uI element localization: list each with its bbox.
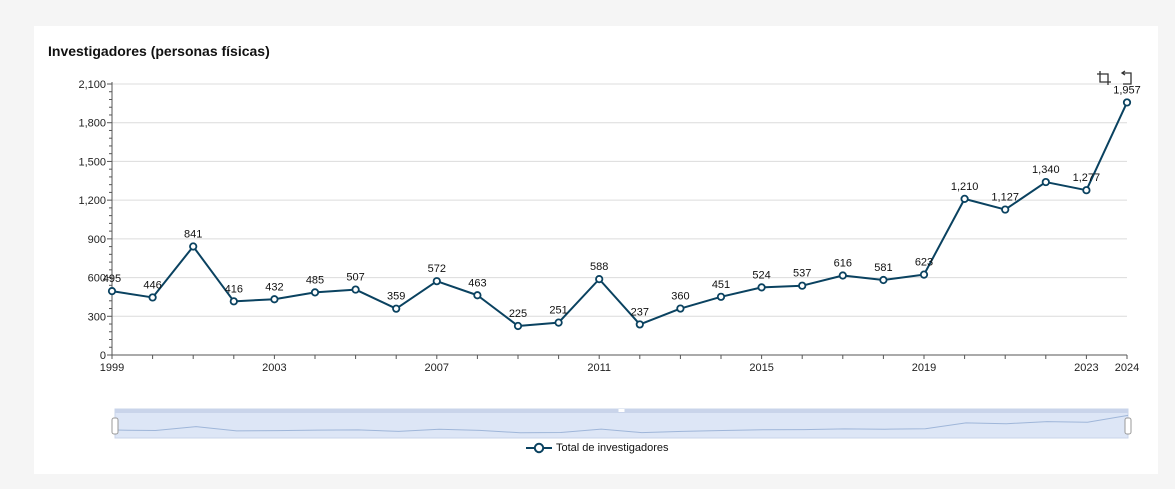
series-line [111, 102, 1128, 327]
data-label: 623 [915, 257, 933, 269]
data-label: 841 [184, 228, 202, 240]
y-tick-label: 1,500 [78, 156, 106, 168]
data-point [595, 275, 604, 284]
legend-item-total-de-investigadores[interactable]: Total de investigadores [526, 442, 669, 454]
x-tick-label: 2003 [262, 362, 286, 374]
data-point [676, 304, 685, 313]
zoom-preview-line [114, 414, 1129, 434]
x-tick-label: 2015 [749, 362, 773, 374]
data-point [757, 283, 766, 292]
data-label: 237 [631, 306, 649, 318]
crop-icon[interactable] [1096, 70, 1112, 86]
data-point [554, 318, 563, 327]
data-label: 616 [834, 258, 852, 270]
data-label: 446 [143, 279, 161, 291]
data-label: 463 [468, 277, 486, 289]
y-tick-label: 0 [100, 350, 106, 362]
y-tick-label: 2,100 [78, 79, 106, 91]
data-label: 485 [306, 274, 324, 286]
legend-label: Total de investigadores [556, 442, 669, 454]
data-label: 416 [225, 283, 243, 295]
data-point [879, 275, 888, 285]
data-label: 451 [712, 279, 730, 291]
data-label: 1,127 [991, 192, 1019, 204]
data-point [1041, 177, 1050, 187]
data-point [189, 242, 198, 251]
x-tick-label: 2019 [912, 362, 936, 374]
data-label: 1,277 [1073, 172, 1101, 184]
data-point [229, 297, 238, 306]
data-label: 572 [428, 263, 446, 275]
data-point [798, 281, 807, 290]
data-label: 432 [265, 281, 283, 293]
data-label: 581 [874, 262, 892, 274]
data-point [351, 285, 360, 294]
x-tick-label: 2007 [425, 362, 449, 374]
data-label: 588 [590, 261, 608, 273]
chart-card: Investigadores (personas físicas) 0 300 60… [34, 26, 1158, 474]
data-label: 360 [671, 291, 689, 303]
zoom-handle-right[interactable] [1124, 417, 1132, 435]
data-label: 537 [793, 268, 811, 280]
data-label: 1,957 [1113, 84, 1141, 96]
data-point [838, 271, 847, 280]
zoom-handle-left[interactable] [111, 417, 119, 435]
data-point [635, 320, 644, 329]
zoom-slider[interactable] [111, 408, 1132, 439]
legend-line-marker-icon [526, 442, 552, 454]
y-tick-label: 900 [88, 234, 106, 246]
restore-icon[interactable] [1118, 70, 1134, 86]
x-tick-label: 2023 [1074, 362, 1098, 374]
zoom-move-handle [618, 409, 625, 412]
data-label: 1,210 [951, 181, 979, 193]
chart-plot: 0 300 600 900 1,200 1,500 1,800 2,100 1999 2003 20… [78, 79, 1141, 439]
axes: 0 300 600 900 1,200 1,500 1,800 2,100 1999 2003 20… [78, 79, 1139, 374]
y-tick-label: 300 [88, 311, 106, 323]
y-tick-label: 600 [88, 273, 106, 285]
data-label: 251 [549, 305, 567, 317]
data-point [148, 293, 157, 302]
data-point [473, 291, 482, 300]
chart-title: Investigadores (personas físicas) [48, 43, 270, 59]
data-point [270, 295, 279, 304]
data-label: 225 [509, 308, 527, 320]
chart-toolbox [1096, 70, 1134, 86]
data-point [107, 287, 117, 296]
y-tick-label: 1,200 [78, 195, 106, 207]
y-tick-label: 1,800 [78, 118, 106, 130]
data-point [919, 270, 929, 279]
data-point [1082, 186, 1091, 195]
data-point [513, 321, 523, 331]
data-point [392, 304, 401, 313]
data-point [432, 277, 441, 286]
x-tick-label: 2011 [587, 362, 611, 374]
data-point [960, 194, 969, 203]
data-label: 359 [387, 291, 405, 303]
series-total-de-investigadores: 495 446 841 416 432 485 507 359 572 463 225 251 588 2… [103, 84, 1141, 331]
grid-lines [112, 83, 1127, 317]
data-point [716, 292, 726, 301]
data-point [1001, 205, 1010, 214]
data-point [310, 288, 320, 297]
data-point [1122, 98, 1132, 107]
data-label: 507 [346, 272, 364, 284]
x-tick-label: 1999 [100, 362, 124, 374]
x-tick-label: 2024 [1115, 362, 1139, 374]
data-label: 524 [752, 269, 770, 281]
data-label: 495 [103, 273, 121, 285]
data-label: 1,340 [1032, 164, 1060, 176]
